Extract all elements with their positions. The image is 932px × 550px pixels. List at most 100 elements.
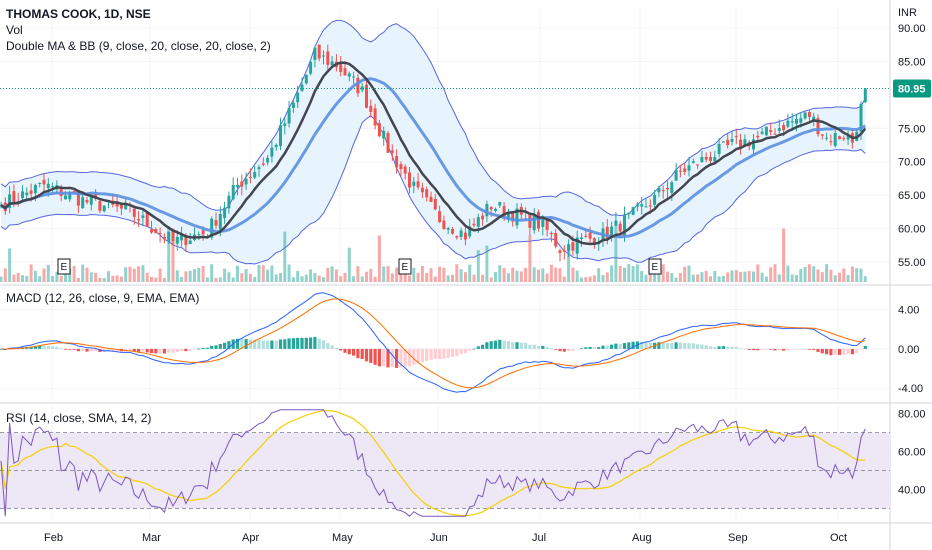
- macd-histogram-bar: [562, 348, 566, 352]
- volume-bar: [420, 266, 424, 282]
- candle-body: [175, 236, 179, 244]
- volume-bar: [846, 274, 850, 282]
- volume-bar: [734, 270, 738, 282]
- rsi-legend[interactable]: RSI (14, close, SMA, 14, 2): [6, 411, 152, 425]
- volume-bar: [412, 267, 416, 282]
- macd-histogram-bar: [257, 340, 261, 349]
- volume-bar: [670, 273, 674, 282]
- candle-body: [807, 111, 811, 118]
- volume-bar: [537, 269, 540, 282]
- macd-histogram-bar: [300, 337, 304, 349]
- volume-bar: [502, 268, 506, 282]
- candle-body: [739, 139, 743, 148]
- macd-histogram-bar: [201, 348, 205, 349]
- macd-histogram-bar: [412, 348, 416, 365]
- macd-histogram-bar: [210, 345, 214, 349]
- volume-bar: [3, 268, 7, 282]
- candle-body: [782, 125, 786, 131]
- candle-body: [584, 235, 588, 237]
- candle-body: [786, 120, 790, 127]
- volume-bar: [171, 228, 175, 282]
- macd-histogram-bar: [498, 339, 502, 349]
- volume-bar: [790, 274, 794, 282]
- month-tick-label: Apr: [242, 532, 259, 544]
- ma-fast-line: [0, 61, 867, 246]
- volume-bar: [283, 231, 287, 282]
- volume-bar: [863, 276, 867, 282]
- macd-histogram-bar: [296, 337, 300, 349]
- candle-body: [627, 212, 631, 215]
- volume-bar: [304, 274, 308, 282]
- candle-body: [687, 165, 691, 171]
- double-ma-bb-legend[interactable]: Double MA & BB (9, close, 20, close, 20,…: [6, 39, 271, 53]
- macd-histogram-bar: [180, 348, 184, 351]
- candle-body: [769, 130, 773, 132]
- volume-bar: [575, 270, 579, 282]
- candle-body: [330, 61, 334, 66]
- candle-body: [442, 220, 446, 230]
- candle-body: [304, 74, 308, 84]
- macd-histogram-bar: [704, 345, 708, 349]
- candle-body: [433, 198, 437, 210]
- volume-bar: [592, 275, 596, 282]
- volume-bar: [197, 267, 201, 282]
- macd-histogram-bar: [433, 348, 437, 360]
- macd-histogram-bar: [532, 344, 536, 349]
- volume-bar: [764, 276, 768, 282]
- macd-histogram-bar: [240, 339, 244, 349]
- volume-bar: [842, 268, 846, 282]
- macd-histogram-bar: [825, 348, 829, 355]
- macd-histogram-bar: [227, 341, 231, 349]
- volume-bar: [16, 272, 20, 282]
- macd-histogram-bar: [270, 340, 274, 349]
- volume-bar: [382, 266, 386, 282]
- candle-body: [253, 171, 257, 178]
- volume-bar: [678, 273, 682, 282]
- macd-histogram-bar: [85, 348, 89, 352]
- macd-layer: [0, 292, 867, 393]
- volume-bar: [244, 269, 248, 282]
- volume-bar: [580, 277, 583, 282]
- candle-body: [558, 250, 562, 254]
- price-tick-label: 90.00: [898, 23, 926, 35]
- candle-body: [614, 220, 618, 226]
- candle-body: [803, 112, 807, 119]
- candle-body: [541, 217, 545, 227]
- bollinger-band-layer: [0, 19, 866, 265]
- macd-histogram-bar: [850, 348, 854, 355]
- macd-legend[interactable]: MACD (12, 26, close, 9, EMA, EMA): [6, 291, 200, 305]
- volume-bar: [588, 276, 592, 282]
- volume-bar: [287, 264, 291, 282]
- macd-histogram-bar: [799, 348, 803, 350]
- volume-bar: [128, 266, 132, 282]
- volume-bar: [8, 248, 12, 282]
- macd-histogram-bar: [747, 348, 751, 350]
- candle-body: [339, 63, 343, 72]
- macd-histogram-bar: [46, 345, 50, 349]
- ma-slow-line: [0, 77, 866, 239]
- volume-legend[interactable]: Vol: [6, 23, 23, 37]
- earnings-marker-label: E: [652, 262, 659, 273]
- macd-histogram-bar: [72, 348, 76, 350]
- volume-bar: [468, 264, 472, 282]
- volume-bar: [240, 273, 244, 282]
- macd-histogram-bar: [106, 348, 111, 352]
- volume-bar: [253, 276, 257, 282]
- candle-body: [833, 133, 837, 146]
- volume-bar: [850, 266, 854, 282]
- macd-histogram-bar: [554, 348, 558, 350]
- candle-body: [266, 157, 270, 163]
- volume-bar: [119, 276, 123, 282]
- volume-bar: [717, 276, 721, 282]
- volume-bar: [747, 271, 751, 282]
- volume-bar: [489, 277, 493, 282]
- volume-bar: [666, 271, 669, 282]
- volume-bar: [644, 274, 648, 282]
- candle-body: [773, 133, 777, 135]
- candle-body: [223, 207, 227, 218]
- macd-histogram-bar: [855, 348, 859, 354]
- macd-histogram-bar: [253, 339, 257, 349]
- rsi-tick-label: 40.00: [898, 485, 926, 497]
- volume-bar: [601, 275, 605, 282]
